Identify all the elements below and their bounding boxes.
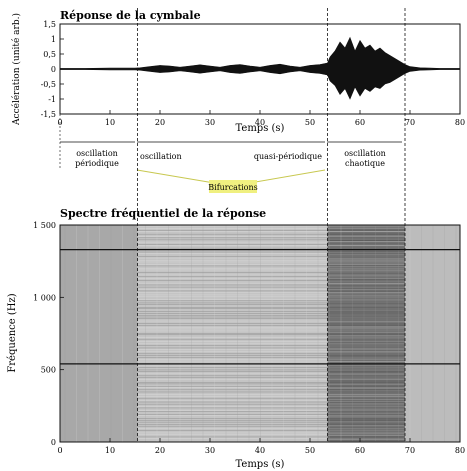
top-x-tick-label: 60 bbox=[355, 118, 365, 127]
spectrogram-y-ticks: 0 500 1 000 1 500 bbox=[33, 221, 64, 447]
spectrogram-x-tick-label: 40 bbox=[255, 446, 265, 455]
regime-band-decay bbox=[405, 225, 460, 442]
top-x-tick-label: 20 bbox=[155, 118, 165, 127]
spectrogram-y-tick-label: 500 bbox=[41, 366, 56, 375]
bifurcation-label: Bifurcations bbox=[208, 183, 257, 192]
top-y-tick-label: 0 bbox=[51, 65, 56, 74]
regime-4-line-1: oscillation bbox=[344, 149, 386, 158]
top-y-tick-label: 0,5 bbox=[43, 50, 56, 59]
top-x-label: Temps (s) bbox=[236, 123, 285, 134]
spectrogram-x-tick-label: 80 bbox=[455, 446, 465, 455]
spectrogram-x-tick-label: 0 bbox=[57, 446, 62, 455]
top-y-ticks: -1,5 -1 -0,5 0 0,5 1 1,5 bbox=[41, 20, 64, 119]
response-envelope bbox=[59, 36, 461, 100]
spectrogram-x-ticks: 0 10 20 30 40 50 60 70 80 bbox=[57, 438, 465, 455]
top-x-tick-label: 10 bbox=[105, 118, 115, 127]
top-x-tick-label: 30 bbox=[205, 118, 215, 127]
regime-annotations: oscillation périodique oscillation quasi… bbox=[60, 141, 402, 193]
spectrogram-x-tick-label: 30 bbox=[205, 446, 215, 455]
regime-4-line-2: chaotique bbox=[345, 159, 385, 168]
spectrogram-y-tick-label: 1 000 bbox=[33, 293, 56, 302]
spectrogram-y-tick-label: 0 bbox=[51, 438, 56, 447]
top-y-label: Accélération (unité arb.) bbox=[11, 13, 22, 126]
spectrogram-y-label: Fréquence (Hz) bbox=[7, 293, 18, 372]
top-y-tick-label: -1,5 bbox=[41, 110, 56, 119]
top-chart-title: Réponse de la cymbale bbox=[60, 9, 201, 22]
spectrogram-y-tick-label: 1 500 bbox=[33, 221, 56, 230]
top-x-tick-label: 50 bbox=[305, 118, 315, 127]
top-y-tick-label: -1 bbox=[48, 95, 56, 104]
regime-1-line-1: oscillation bbox=[76, 149, 118, 158]
spectrogram-x-tick-label: 50 bbox=[305, 446, 315, 455]
top-y-tick-label: -0,5 bbox=[41, 80, 56, 89]
spectrogram-x-tick-label: 70 bbox=[405, 446, 415, 455]
top-y-tick-label: 1 bbox=[51, 35, 56, 44]
spectrogram-x-tick-label: 60 bbox=[355, 446, 365, 455]
regime-3-label: quasi-périodique bbox=[254, 152, 322, 161]
bifurcation-highlight bbox=[209, 180, 257, 193]
regime-1-line-2: périodique bbox=[75, 159, 119, 168]
top-x-tick-label: 80 bbox=[455, 118, 465, 127]
spectrogram-lines bbox=[60, 224, 460, 442]
spectrogram-title: Spectre fréquentiel de la réponse bbox=[60, 207, 266, 220]
top-chart: Réponse de la cymbale -1,5 -1 -0,5 0 0,5 1 1,5… bbox=[11, 9, 465, 134]
spectrogram-x-tick-label: 20 bbox=[155, 446, 165, 455]
spectrogram-chart: Spectre fréquentiel de la réponse 05001 … bbox=[7, 207, 465, 470]
spectrogram-x-label: Temps (s) bbox=[236, 459, 285, 470]
top-x-tick-label: 70 bbox=[405, 118, 415, 127]
regime-boundaries bbox=[59, 8, 406, 442]
top-x-tick-label: 40 bbox=[255, 118, 265, 127]
regime-band-periodic bbox=[60, 225, 138, 442]
spectrogram-x-tick-label: 10 bbox=[105, 446, 115, 455]
regime-2-label: oscillation bbox=[140, 152, 182, 161]
regime-band-quasi bbox=[137, 225, 328, 442]
top-y-tick-label: 1,5 bbox=[43, 20, 56, 29]
